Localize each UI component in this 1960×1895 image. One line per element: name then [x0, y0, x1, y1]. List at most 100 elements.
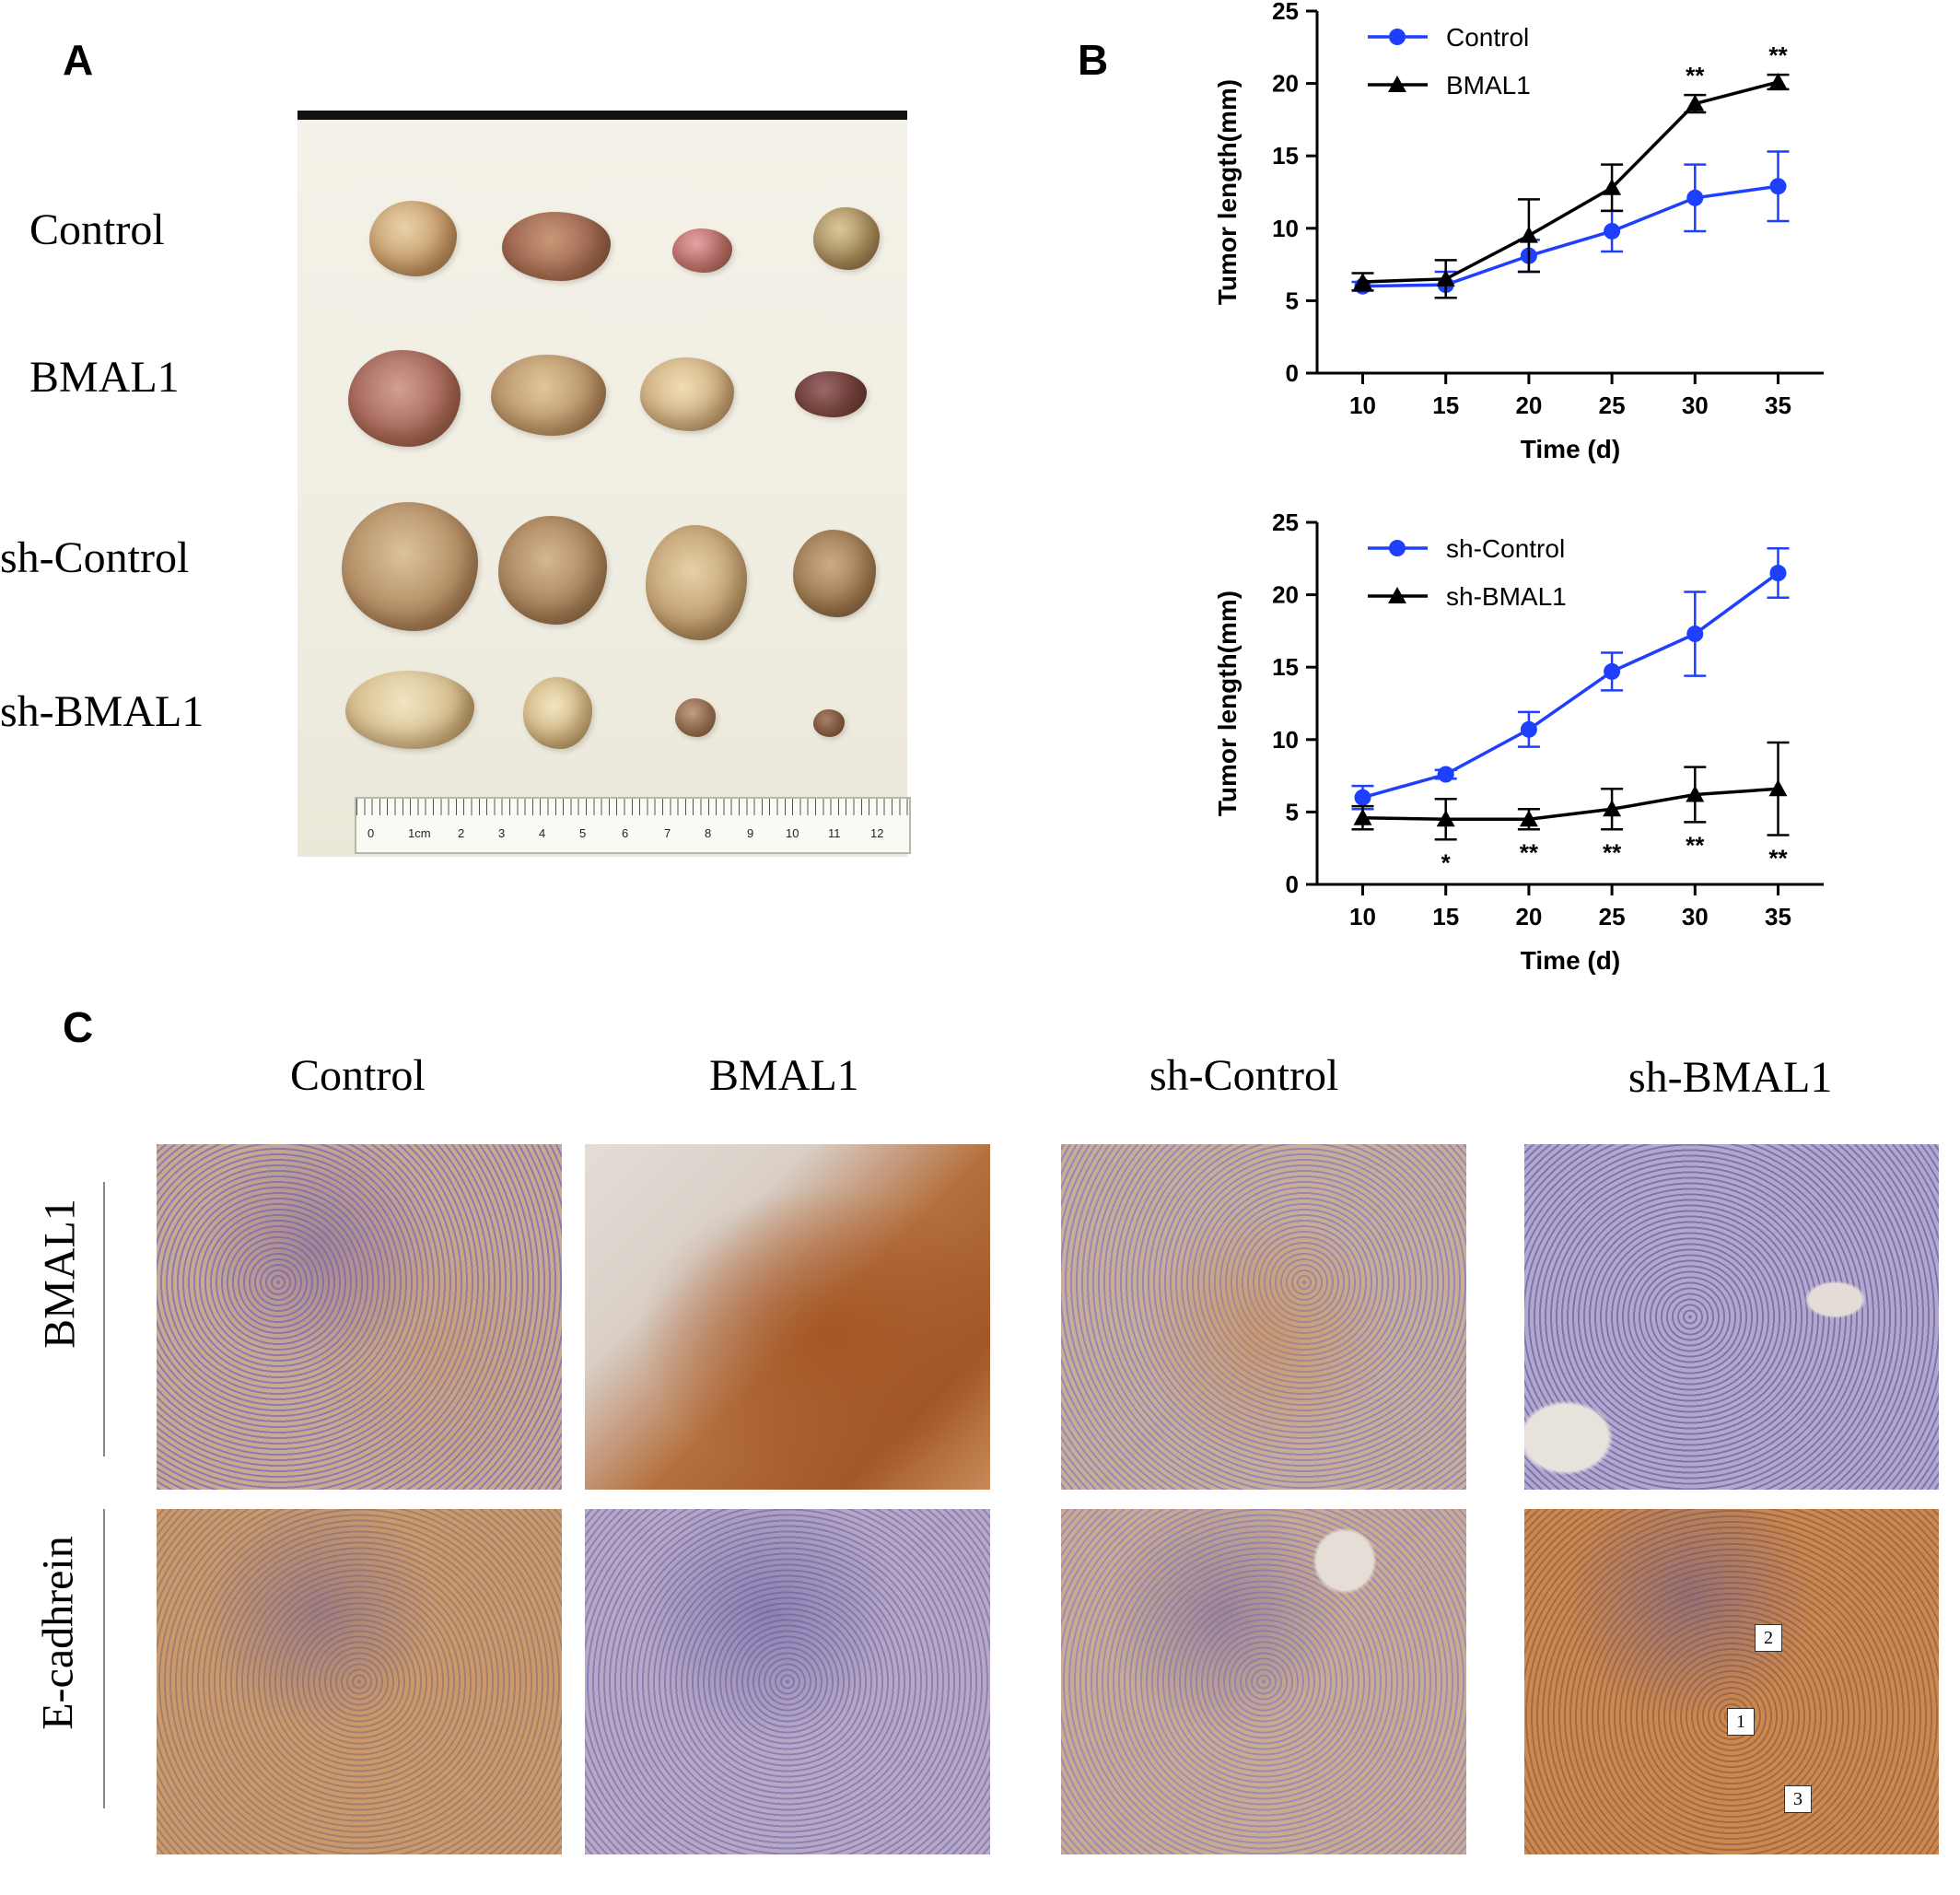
x-tick-label: 30 — [1682, 392, 1709, 419]
tumor-sh-control-4 — [793, 530, 876, 617]
tumor-sh-control-2 — [498, 516, 607, 625]
tumor-bmal1-2 — [491, 355, 606, 436]
x-tick-label: 20 — [1515, 392, 1542, 419]
ihc-ecad-control — [157, 1509, 562, 1854]
panel-a-label-sh-bmal1: sh-BMAL1 — [0, 687, 204, 736]
data-point — [1437, 766, 1454, 783]
tumor-sh-bmal1-2 — [523, 677, 592, 749]
data-point — [1519, 226, 1538, 243]
panel-c-col-label-bmal1: BMAL1 — [709, 1051, 859, 1100]
ruler-label: 12 — [870, 826, 884, 840]
chart-bottom-tumor-length: 0 5 10 15 20 25 10 15 20 25 30 35 Time (d) Tumor leng… — [1213, 511, 1824, 975]
x-tick-label: 35 — [1765, 392, 1791, 419]
panel-a-label-sh-control: sh-Control — [0, 533, 190, 582]
y-tick-label: 10 — [1272, 215, 1299, 242]
significance-label: * — [1441, 848, 1452, 876]
x-axis-label: Time (d) — [1521, 435, 1620, 463]
y-tick-label: 10 — [1272, 726, 1299, 754]
data-point — [1686, 94, 1705, 111]
data-point — [1436, 810, 1455, 827]
tumor-sh-bmal1-3 — [675, 698, 716, 737]
x-tick-label: 35 — [1765, 903, 1791, 930]
tumor-sh-control-3 — [646, 525, 747, 640]
tumor-control-4 — [813, 207, 880, 270]
y-axis-label: Tumor length(mm) — [1213, 591, 1242, 816]
y-tick-label: 15 — [1272, 653, 1299, 681]
data-point — [1603, 800, 1622, 817]
tumor-sh-bmal1-4 — [813, 709, 845, 737]
ihc-bmal1-control — [157, 1144, 562, 1490]
legend-marker — [1388, 587, 1406, 603]
ruler-label: 7 — [664, 826, 671, 840]
ruler: 0 1cm 2 3 4 5 6 7 8 9 10 11 12 — [355, 797, 911, 854]
x-tick-label: 25 — [1599, 392, 1626, 419]
ruler-label: 2 — [458, 826, 465, 840]
panel-a-label-control: Control — [29, 205, 165, 254]
data-point — [1519, 810, 1538, 827]
tumor-photo: 0 1cm 2 3 4 5 6 7 8 9 10 11 12 — [298, 111, 911, 857]
data-point — [1353, 808, 1372, 825]
series-line — [1362, 80, 1779, 284]
ruler-label: 6 — [622, 826, 629, 840]
ruler-label: 0 — [368, 826, 375, 840]
series-1: ** ** — [1351, 41, 1790, 299]
panel-a-label-bmal1: BMAL1 — [29, 353, 180, 402]
x-axis-label: Time (d) — [1521, 946, 1620, 975]
panel-c-col-label-sh-control: sh-Control — [1149, 1051, 1339, 1100]
data-point — [1686, 626, 1704, 643]
callout-3: 3 — [1784, 1785, 1812, 1813]
y-tick-label: 20 — [1272, 70, 1299, 98]
tumor-bmal1-4 — [795, 371, 867, 417]
y-tick-label: 5 — [1286, 287, 1299, 314]
data-point — [1520, 720, 1537, 738]
y-tick-label: 20 — [1272, 581, 1299, 609]
significance-label: ** — [1768, 41, 1788, 69]
ihc-bmal1-sh-bmal1 — [1524, 1144, 1939, 1490]
significance-label: ** — [1603, 838, 1622, 866]
ruler-label: 5 — [579, 826, 587, 840]
ihc-ecad-bmal1 — [585, 1509, 990, 1854]
panel-c-col-label-sh-bmal1: sh-BMAL1 — [1628, 1053, 1833, 1102]
data-point — [1686, 189, 1704, 206]
tumor-control-3 — [672, 228, 732, 273]
data-point — [1603, 178, 1622, 195]
ruler-label: 9 — [747, 826, 754, 840]
ruler-label: 10 — [786, 826, 799, 840]
x-tick-label: 10 — [1349, 903, 1376, 930]
callout-2: 2 — [1755, 1624, 1782, 1652]
x-tick-label: 25 — [1599, 903, 1626, 930]
series-0 — [1351, 547, 1790, 811]
data-point — [1768, 779, 1788, 797]
x-tick-label: 15 — [1432, 903, 1459, 930]
y-tick-label: 0 — [1286, 359, 1299, 387]
tumor-bmal1-1 — [348, 350, 461, 447]
significance-label: ** — [1686, 62, 1705, 89]
x-tick-label: 10 — [1349, 392, 1376, 419]
ihc-ecad-sh-control — [1061, 1509, 1466, 1854]
tumor-control-2 — [502, 212, 611, 281]
y-tick-label: 5 — [1286, 798, 1299, 825]
panel-letter-b: B — [1078, 36, 1109, 84]
tumor-bmal1-3 — [640, 357, 734, 431]
legend-label: BMAL1 — [1446, 71, 1531, 99]
panel-c-row-label-bmal1: BMAL1 — [35, 1199, 85, 1349]
y-tick-label: 25 — [1272, 0, 1299, 25]
y-tick-label: 15 — [1272, 142, 1299, 170]
tumor-control-1 — [369, 201, 457, 276]
series-1: * ** ** ** ** — [1351, 741, 1790, 876]
data-point — [1768, 73, 1788, 90]
data-point — [1354, 789, 1371, 806]
data-point — [1604, 222, 1621, 240]
chart-top-tumor-length: 0 5 10 15 20 25 10 15 20 25 30 35 Time (d) Tumor leng… — [1213, 0, 1824, 463]
series-line — [1362, 184, 1779, 288]
x-tick-label: 20 — [1515, 903, 1542, 930]
ruler-label: 3 — [498, 826, 506, 840]
x-tick-label: 15 — [1432, 392, 1459, 419]
data-point — [1769, 565, 1787, 582]
panel-c-col-label-control: Control — [290, 1051, 426, 1100]
x-tick-label: 30 — [1682, 903, 1709, 930]
panel-letter-c: C — [63, 1003, 94, 1051]
legend-label: Control — [1446, 23, 1529, 52]
significance-label: ** — [1520, 838, 1539, 866]
ruler-label: 11 — [828, 826, 841, 840]
